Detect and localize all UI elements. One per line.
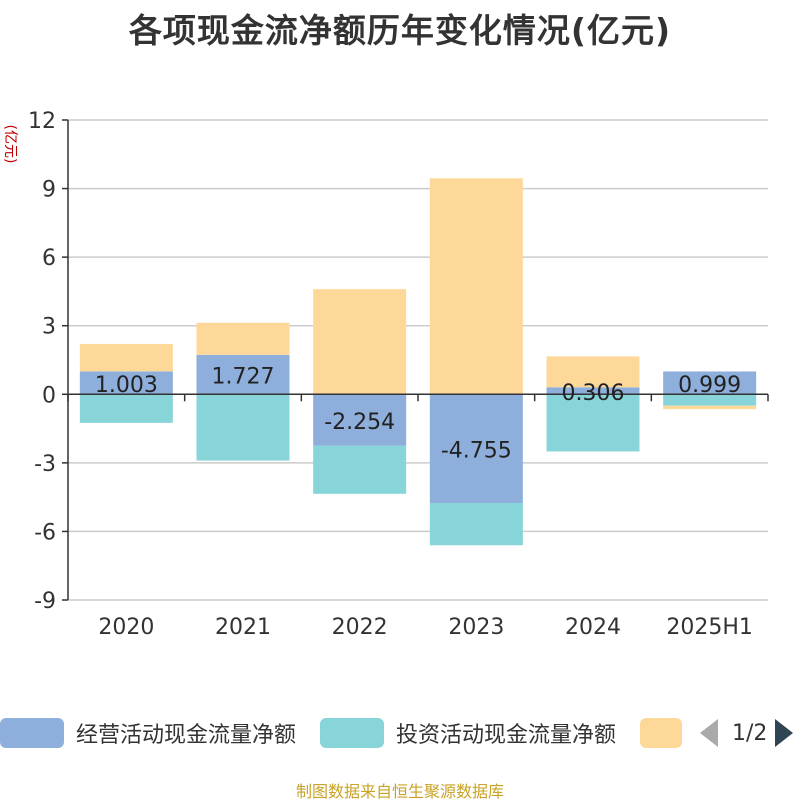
y-tick-label: 12 [28,109,56,134]
legend-item-investing[interactable]: 投资活动现金流量净额 [320,718,616,748]
bar-s1-2020 [79,394,173,423]
bar-s1-2021 [196,394,290,461]
bar-s0-2025H1 [663,371,757,395]
legend-item-financing[interactable] [640,718,682,748]
y-tick-label: 0 [42,383,56,408]
chart-title: 各项现金流净额历年变化情况(亿元) [128,11,672,50]
y-tick-label: -3 [34,452,56,477]
bar-s1-2024 [546,394,640,452]
legend-next-icon[interactable] [775,719,794,747]
data-label: -4.755 [441,439,512,464]
bar-s2-2021 [196,322,290,355]
data-label: 0.999 [678,373,741,398]
legend-label-investing: 投资活动现金流量净额 [396,723,617,748]
legend-label-operating: 经营活动现金流量净额 [76,723,297,748]
bar-s2-2023 [429,178,523,395]
legend-page-indicator: 1/2 [732,720,768,746]
bar-s2-2022 [313,289,407,395]
y-tick-label: 3 [42,315,56,340]
legend-prev-icon[interactable] [700,719,718,747]
y-tick-label: -6 [34,520,56,545]
data-label: -2.254 [324,410,395,435]
bar-s1-2025H1 [663,394,757,406]
bar-s0-2024 [546,387,640,395]
x-tick-label: 2024 [565,615,621,640]
bar-s0-2023 [429,394,523,503]
legend-swatch-financing [640,718,682,748]
data-label: 1.003 [95,373,158,398]
data-label: 0.306 [562,381,625,406]
bar-s1-2022 [313,445,407,494]
bar-s2-2025H1 [663,405,757,410]
bar-s0-2020 [79,371,173,395]
x-tick-label: 2021 [215,615,271,640]
x-tick-label: 2020 [98,615,154,640]
x-tick-label: 2025H1 [666,615,753,640]
bar-s0-2021 [196,354,290,395]
bar-s1-2023 [429,502,523,546]
bar-s2-2024 [546,356,640,388]
x-tick-label: 2022 [332,615,388,640]
data-label: 1.727 [212,365,275,390]
bar-s0-2022 [313,394,407,446]
y-tick-label: -9 [34,589,56,614]
y-tick-label: 6 [42,246,56,271]
legend-item-operating[interactable]: 经营活动现金流量净额 [0,718,296,748]
y-tick-label: 9 [42,178,56,203]
bar-s2-2020 [79,343,173,372]
legend-pager: 1/2 [700,718,794,748]
bar-chart: 12 9 6 3 0 -3 -6 -9 2020 2021 2022 2023 2024 2025H1 1.… [28,109,769,640]
x-tick-label: 2023 [448,615,504,640]
data-source-note: 制图数据来自恒生聚源数据库 [295,782,504,801]
legend-swatch-operating [0,718,64,748]
legend-swatch-investing [320,718,384,748]
